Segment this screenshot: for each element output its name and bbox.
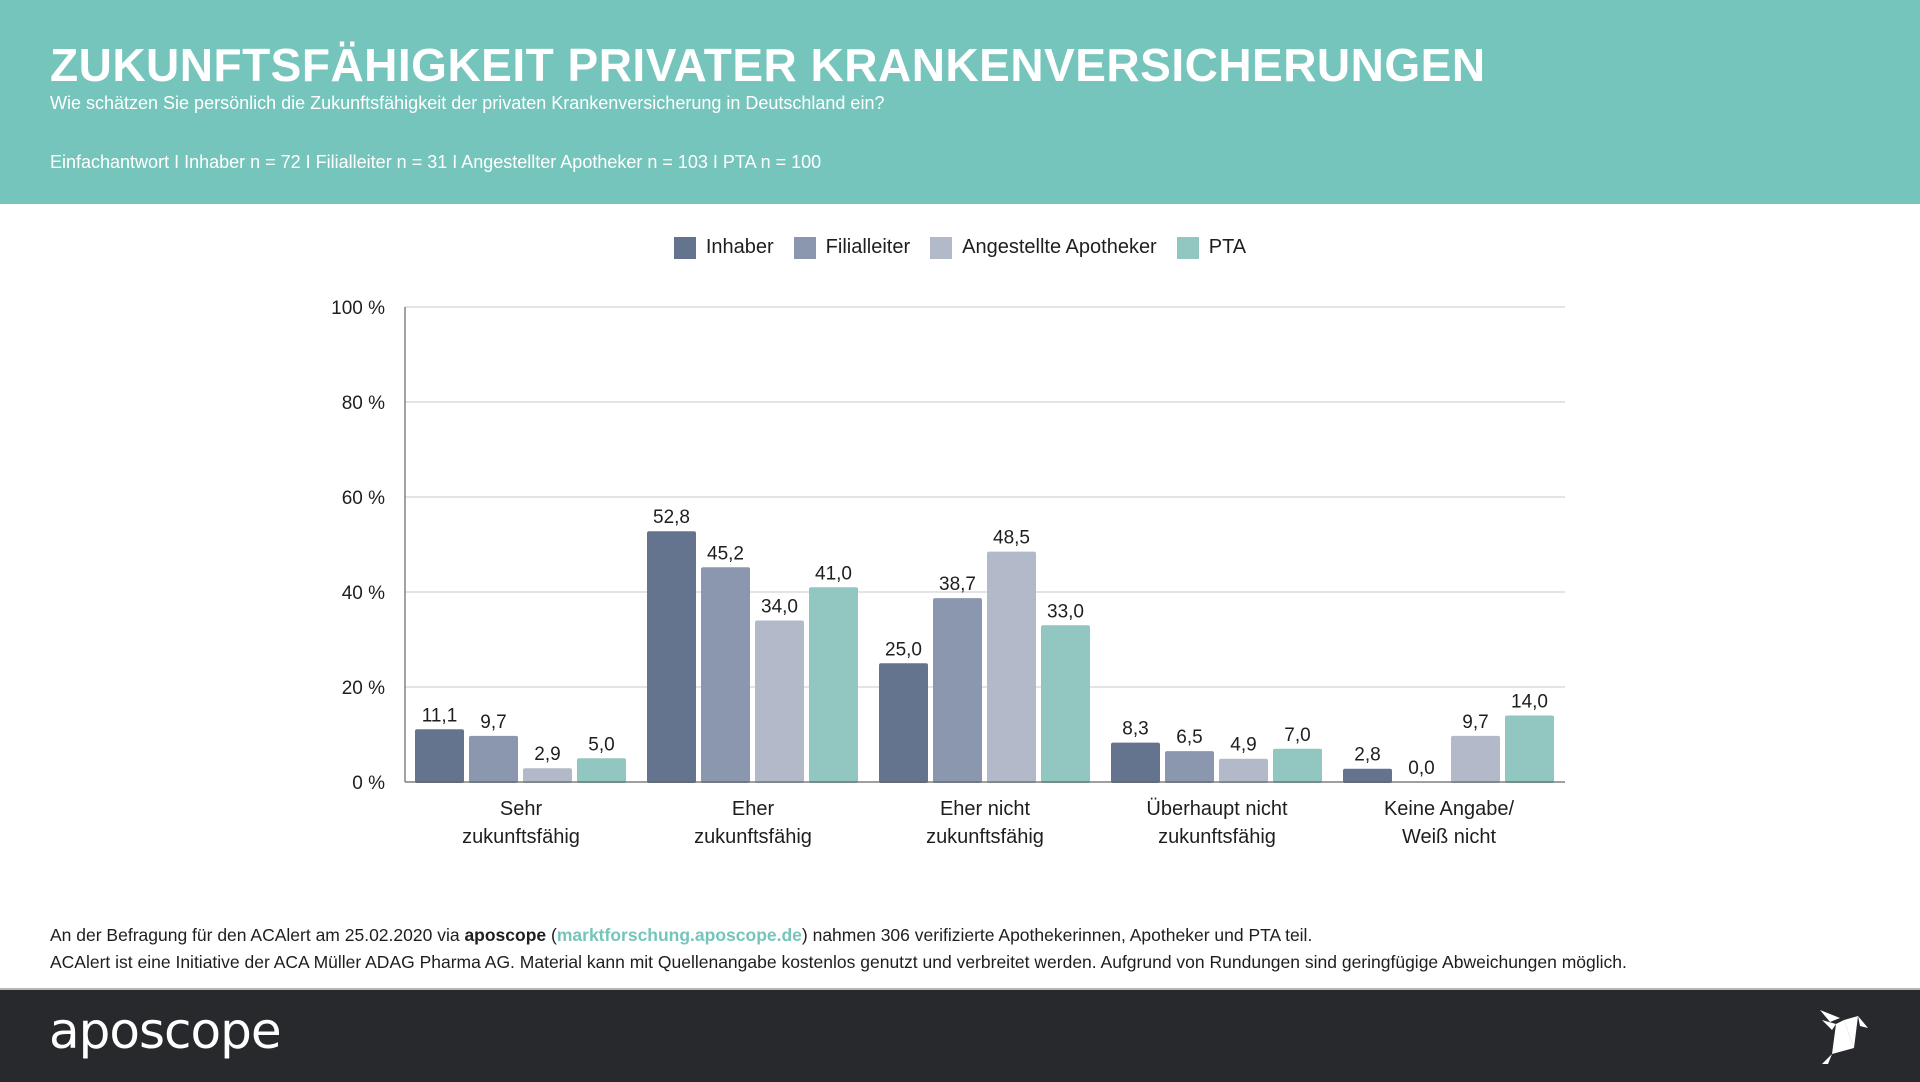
bar-chart: 0 % 20 % 40 % 60 % 80 % 100 % 11,1 9,7 2,9 5,0 Seh… xyxy=(331,298,1565,848)
x-category-label: Eher xyxy=(732,798,775,820)
data-label: 25,0 xyxy=(885,639,922,660)
bar xyxy=(577,758,626,783)
x-category-label: Sehr xyxy=(500,798,543,820)
bar xyxy=(1165,751,1214,783)
legend-item: Inhaber xyxy=(673,236,774,259)
data-label: 4,9 xyxy=(1230,735,1256,756)
x-category-label: Weiß nicht xyxy=(1402,826,1497,848)
bar xyxy=(1343,768,1392,783)
x-category-label: zukunftsfähig xyxy=(462,826,580,848)
legend-item: PTA xyxy=(1176,236,1247,259)
legend-label: PTA xyxy=(1208,236,1247,258)
bar xyxy=(1505,715,1554,783)
bar xyxy=(1451,735,1500,783)
legend-swatch xyxy=(793,236,816,259)
footer-brand-name: aposcope xyxy=(464,925,547,945)
data-label: 8,3 xyxy=(1122,719,1148,740)
footer-line-1: An der Befragung für den ACAlert am 25.0… xyxy=(50,922,1627,949)
bar xyxy=(987,551,1036,783)
aposcope-logo: aposcope xyxy=(49,1002,282,1060)
data-label: 34,0 xyxy=(761,597,798,618)
page-title: ZUKUNFTSFÄHIGKEIT PRIVATER KRANKENVERSIC… xyxy=(50,39,1486,91)
data-label: 52,8 xyxy=(653,507,690,528)
data-label: 5,0 xyxy=(588,734,614,755)
legend-label: Inhaber xyxy=(705,236,774,258)
y-tick-label: 100 % xyxy=(331,298,385,319)
y-tick-label: 0 % xyxy=(352,773,385,794)
y-tick-label: 60 % xyxy=(342,488,385,509)
footer-line-2: ACAlert ist eine Initiative der ACA Müll… xyxy=(50,952,1627,972)
x-category-label: Überhaupt nicht xyxy=(1146,798,1288,820)
y-tick-label: 80 % xyxy=(342,393,385,414)
bar xyxy=(1219,758,1268,783)
legend-item: Angestellte Apotheker xyxy=(930,236,1157,259)
bar xyxy=(701,567,750,783)
bar xyxy=(755,620,804,783)
x-category-label: zukunftsfähig xyxy=(926,826,1044,848)
page-subtitle: Wie schätzen Sie persönlich die Zukunfts… xyxy=(50,93,885,113)
data-label: 11,1 xyxy=(422,705,458,726)
chart-legend: Inhaber Filialleiter Angestellte Apotheker… xyxy=(0,236,1920,259)
bar xyxy=(415,729,464,783)
footer-link[interactable]: marktforschung.aposcope.de xyxy=(556,925,802,945)
bar xyxy=(647,531,696,783)
data-label: 2,8 xyxy=(1354,745,1380,766)
x-category-label: zukunftsfähig xyxy=(1158,826,1276,848)
data-label: 9,7 xyxy=(1462,712,1488,733)
legend-swatch xyxy=(930,236,953,259)
bar xyxy=(1041,625,1090,783)
origami-bird-icon xyxy=(1820,1010,1868,1064)
footer-bar: aposcope xyxy=(0,988,1920,1082)
data-label: 41,0 xyxy=(815,563,852,584)
data-label: 33,0 xyxy=(1047,601,1084,622)
data-label: 7,0 xyxy=(1284,725,1310,746)
bar xyxy=(469,735,518,783)
footer-paren-open: ( xyxy=(546,925,557,945)
data-label: 38,7 xyxy=(939,574,976,595)
legend-swatch xyxy=(1176,236,1199,259)
legend-item: Filialleiter xyxy=(793,236,911,259)
bar xyxy=(1273,748,1322,783)
data-label: 0,0 xyxy=(1408,758,1434,779)
data-label: 2,9 xyxy=(534,744,560,765)
x-category-label: Keine Angabe/ xyxy=(1384,798,1515,820)
x-category-label: Eher nicht xyxy=(940,798,1030,820)
data-label: 6,5 xyxy=(1176,727,1202,748)
bar xyxy=(809,587,858,783)
bar xyxy=(879,663,928,783)
legend-label: Filialleiter xyxy=(825,236,911,258)
data-label: 48,5 xyxy=(993,528,1030,549)
y-tick-label: 20 % xyxy=(342,678,385,699)
bar xyxy=(1111,742,1160,783)
y-tick-label: 40 % xyxy=(342,583,385,604)
bar xyxy=(523,768,572,783)
data-label: 45,2 xyxy=(707,543,744,564)
footer-line-1-suffix: ) nahmen 306 verifizierte Apothekerinnen… xyxy=(801,925,1313,945)
footer-notes: An der Befragung für den ACAlert am 25.0… xyxy=(50,922,1627,976)
data-label: 14,0 xyxy=(1511,692,1548,713)
footer-line-1-prefix: An der Befragung für den ACAlert am 25.0… xyxy=(50,925,465,945)
legend-swatch xyxy=(673,236,696,259)
x-category-label: zukunftsfähig xyxy=(694,826,812,848)
legend-label: Angestellte Apotheker xyxy=(962,236,1157,258)
bar xyxy=(933,598,982,783)
sample-info: Einfachantwort I Inhaber n = 72 I Filial… xyxy=(50,152,822,172)
header-band: ZUKUNFTSFÄHIGKEIT PRIVATER KRANKENVERSIC… xyxy=(0,0,1920,204)
data-label: 9,7 xyxy=(480,712,506,733)
